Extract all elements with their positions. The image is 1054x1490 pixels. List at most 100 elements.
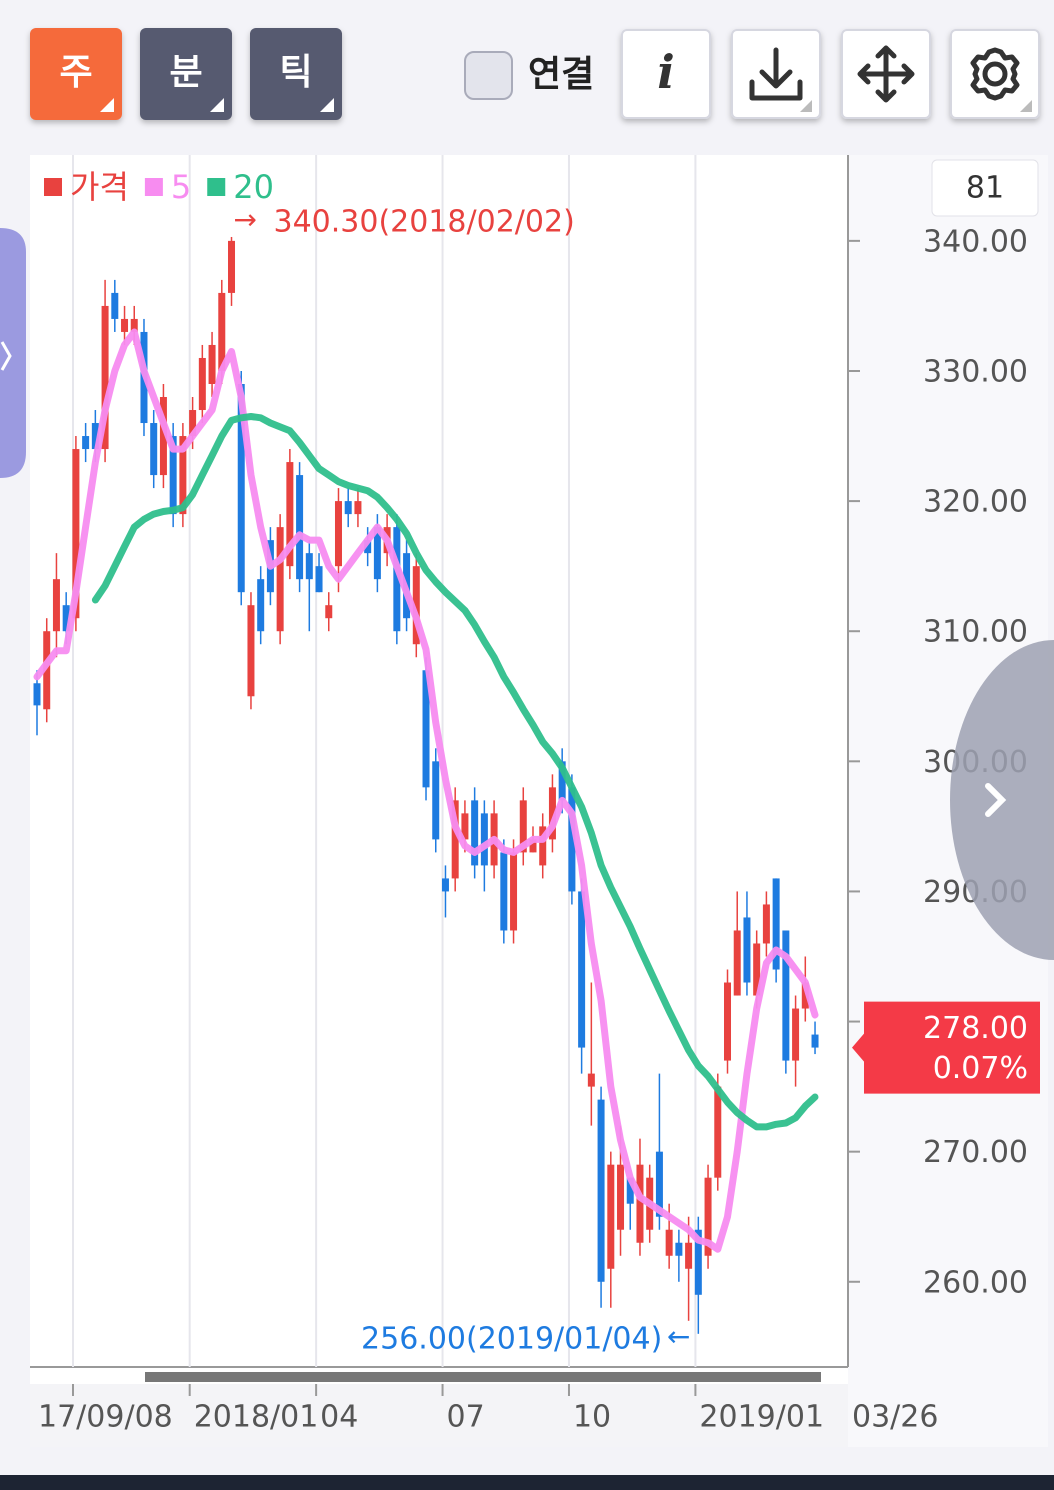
- candle-body: [704, 1177, 712, 1256]
- icons: [749, 45, 1020, 103]
- week-label: 주: [59, 52, 92, 93]
- candle-body: [412, 566, 420, 645]
- candle-body: [228, 240, 236, 293]
- candle-body: [441, 878, 449, 892]
- candle-body: [150, 423, 158, 476]
- x-tick-label: 03/26: [852, 1400, 938, 1435]
- candle-body: [373, 527, 381, 580]
- candle-body: [471, 800, 479, 866]
- legend-label: 가격: [70, 168, 129, 206]
- candle-body: [189, 410, 197, 437]
- legend-label: 20: [233, 168, 274, 206]
- candle-body: [354, 501, 362, 515]
- candle-body: [578, 891, 586, 1048]
- candle-body: [665, 1229, 673, 1256]
- candle-body: [159, 397, 167, 476]
- candle-body: [334, 501, 342, 567]
- price-label: 278.00: [923, 1011, 1028, 1046]
- candle-body: [607, 1164, 615, 1269]
- candle-body: [801, 982, 809, 1009]
- x-tick-label: 17/09/08: [38, 1400, 173, 1435]
- x-tick-label: 07: [447, 1400, 485, 1435]
- candle-body: [597, 1099, 605, 1282]
- count-box: [931, 159, 1039, 217]
- minute-button[interactable]: [140, 28, 232, 120]
- candle-body: [655, 1151, 663, 1217]
- candle-body: [714, 1086, 722, 1178]
- candle-body: [510, 852, 518, 931]
- candle-body: [82, 436, 90, 450]
- left-drawer-tab[interactable]: [0, 228, 26, 478]
- candle-body: [461, 813, 469, 840]
- candle-body: [91, 423, 99, 450]
- tick-label: 틱: [279, 52, 312, 93]
- candle-body: [587, 1073, 595, 1087]
- tick-button[interactable]: [250, 28, 342, 120]
- candle-body: [247, 605, 255, 697]
- candle-body: [344, 501, 352, 515]
- candle-body: [811, 1034, 819, 1048]
- legend-swatch: [44, 178, 62, 196]
- candle-body: [539, 826, 547, 866]
- candle-body: [743, 917, 751, 983]
- change-label: 0.07%: [933, 1051, 1028, 1086]
- annotation: 340.30(2018/02/02): [274, 204, 575, 239]
- candle-body: [72, 449, 80, 619]
- candle-body: [296, 475, 304, 580]
- candle-body: [315, 566, 323, 593]
- candle-body: [451, 800, 459, 879]
- candle-body: [179, 436, 187, 515]
- legend-swatch: [207, 178, 226, 196]
- candle-body: [121, 318, 129, 332]
- settings-button[interactable]: [950, 29, 1040, 119]
- candle-body: [733, 930, 741, 996]
- candle-body: [237, 383, 245, 593]
- y-tick-label: 320.00: [923, 485, 1028, 520]
- candle-body: [685, 1242, 693, 1269]
- count-label: 81: [966, 171, 1004, 206]
- candle-body: [568, 787, 576, 892]
- connect-label: 연결: [528, 54, 594, 95]
- candle-body: [305, 553, 313, 580]
- annotation-arrow: →: [234, 203, 257, 236]
- price-tag: [852, 1001, 1040, 1094]
- candle-body: [792, 1008, 800, 1061]
- minute-label: 분: [169, 52, 202, 93]
- annotation: 256.00(2019/01/04): [361, 1321, 662, 1356]
- candle-body: [753, 943, 761, 996]
- candle-body: [772, 878, 780, 970]
- y-tick-label: 330.00: [923, 354, 1028, 389]
- candle-body: [33, 683, 41, 706]
- candle-body: [325, 605, 333, 619]
- candle-body: [364, 540, 372, 554]
- week-button[interactable]: [30, 28, 122, 120]
- candle-body: [529, 839, 537, 853]
- left-arrow: [0, 341, 12, 371]
- scrollbar[interactable]: [145, 1372, 821, 1382]
- candle-body: [218, 292, 226, 371]
- x-axis-area: [30, 1384, 848, 1447]
- candle-body: [101, 305, 109, 450]
- candle-body: [782, 930, 790, 1061]
- info-button[interactable]: [621, 29, 711, 119]
- candle-body: [286, 462, 294, 567]
- candle-body: [480, 813, 488, 866]
- candle-body: [422, 670, 430, 788]
- candle-body: [500, 852, 508, 931]
- right-arrow: [985, 783, 1007, 817]
- y-tick-label: 340.00: [923, 224, 1028, 259]
- legend-swatch: [144, 178, 163, 196]
- legend-label: 5: [171, 168, 191, 206]
- candle-body: [626, 1177, 634, 1204]
- x-tick-label: 10: [573, 1400, 611, 1435]
- candle-body: [52, 579, 60, 632]
- annotation-arrow: ←: [667, 1320, 690, 1353]
- moving-average-line: [33, 328, 819, 1253]
- y-tick-label: 260.00: [923, 1265, 1028, 1300]
- moving-average-line: [91, 413, 819, 1131]
- candle-body: [208, 344, 216, 384]
- connect-checkbox[interactable]: [464, 51, 513, 100]
- candle-body: [43, 631, 51, 710]
- candle-body: [724, 982, 732, 1061]
